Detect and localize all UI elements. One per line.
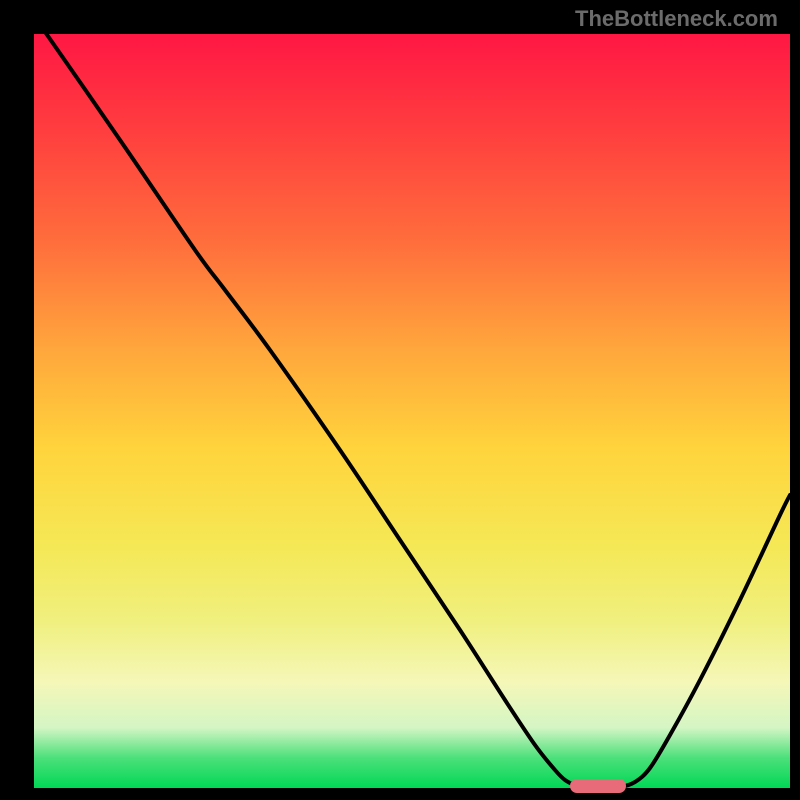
- watermark-text: TheBottleneck.com: [575, 6, 778, 32]
- optimum-marker: [570, 779, 626, 793]
- curve-path: [34, 16, 790, 787]
- bottleneck-curve: [0, 0, 800, 800]
- chart-container: TheBottleneck.com: [0, 0, 800, 800]
